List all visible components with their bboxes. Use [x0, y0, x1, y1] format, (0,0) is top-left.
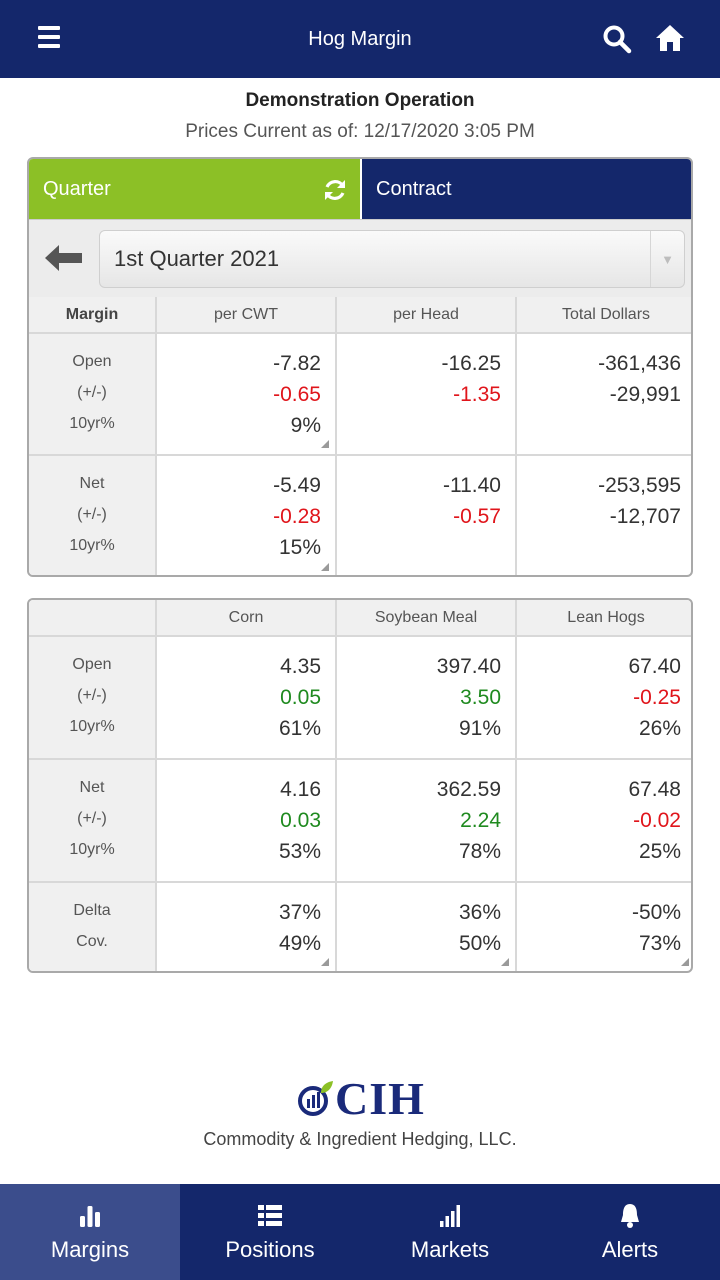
- bell-icon: [621, 1204, 639, 1228]
- chevron-down-icon: ▼: [650, 231, 684, 287]
- signal-bars-icon: [440, 1205, 460, 1227]
- nav-markets[interactable]: Markets: [360, 1184, 540, 1280]
- row-label: Net (+/-) 10yr%: [29, 455, 157, 575]
- row-label: Open (+/-) 10yr%: [29, 333, 157, 456]
- row-label: Open (+/-) 10yr%: [29, 636, 157, 760]
- open-per-head-cell: -16.25 -1.35: [336, 333, 517, 456]
- company-logo: CIH Commodity & Ingredient Hedging, LLC.: [0, 1072, 720, 1150]
- net-per-cwt-cell[interactable]: -5.49 -0.28 15%: [156, 455, 337, 575]
- net-total-dollars-cell: -253,595 -12,707: [598, 474, 681, 528]
- margin-table: Margin per CWT per Head Total Dollars Op…: [29, 297, 691, 575]
- nav-margins-label: Margins: [50, 1237, 130, 1262]
- logo-text: CIH: [335, 1073, 425, 1124]
- col-header-blank: [29, 600, 157, 637]
- table-row-delta: Delta Cov. 37% 49% 36% 50% -50% 73%: [29, 882, 691, 971]
- nav-markets-label: Markets: [410, 1237, 490, 1262]
- period-tabs: Quarter Contract: [29, 159, 691, 219]
- refresh-icon[interactable]: [322, 177, 348, 203]
- open-soybean-meal-cell: 397.40 3.50 91%: [336, 636, 517, 760]
- expand-corner-icon: [681, 958, 689, 966]
- nav-alerts-label: Alerts: [601, 1237, 659, 1262]
- nav-positions[interactable]: Positions: [180, 1184, 360, 1280]
- expand-corner-icon: [321, 563, 329, 571]
- nav-margins[interactable]: Margins: [0, 1184, 180, 1280]
- company-name: Commodity & Ingredient Hedging, LLC.: [203, 1129, 517, 1149]
- col-header-soybean-meal: Soybean Meal: [336, 600, 517, 637]
- delta-corn-cell[interactable]: 37% 49%: [156, 882, 337, 971]
- col-header-lean-hogs: Lean Hogs: [516, 600, 691, 637]
- table-row-net: Net (+/-) 10yr% -5.49 -0.28 15% -11.40 -0.57 …: [29, 455, 691, 575]
- row-label: Delta Cov.: [29, 882, 157, 971]
- tab-quarter-label: Quarter: [43, 177, 111, 200]
- col-header-margin: Margin: [29, 297, 157, 334]
- top-app-bar: Hog Margin: [0, 0, 720, 78]
- period-selector-row: 1st Quarter 2021 ▼: [29, 219, 691, 297]
- margin-card: Quarter Contract 1st Quarter 2021 ▼ Marg…: [27, 157, 693, 577]
- nav-alerts[interactable]: Alerts: [540, 1184, 720, 1280]
- commodity-card: Corn Soybean Meal Lean Hogs Open (+/-) 10y…: [27, 598, 693, 973]
- table-row-net: Net (+/-) 10yr% 4.16 0.03 53% 362.59 2.24 78% …: [29, 759, 691, 883]
- list-icon: [258, 1205, 282, 1226]
- expand-corner-icon: [321, 440, 329, 448]
- open-total-dollars-cell: -361,436 -29,991: [516, 333, 691, 456]
- page-title: Hog Margin: [308, 27, 412, 50]
- delta-soybean-meal-cell[interactable]: 36% 50%: [336, 882, 517, 971]
- quarter-select-value: 1st Quarter 2021: [114, 246, 280, 271]
- cih-leaf-icon: [298, 1080, 334, 1116]
- bottom-nav: Margins Positions Markets Alerts: [0, 1184, 720, 1280]
- menu-icon[interactable]: [38, 26, 66, 52]
- col-header-corn: Corn: [156, 600, 337, 637]
- open-corn-cell: 4.35 0.05 61%: [156, 636, 337, 760]
- nav-positions-label: Positions: [225, 1237, 315, 1262]
- arrow-left-icon[interactable]: [45, 244, 83, 272]
- tab-contract-label: Contract: [376, 177, 452, 200]
- expand-corner-icon: [501, 958, 509, 966]
- col-header-per-cwt: per CWT: [156, 297, 337, 334]
- open-per-cwt-cell[interactable]: -7.82 -0.65 9%: [156, 333, 337, 456]
- tab-quarter[interactable]: Quarter: [29, 159, 360, 219]
- table-row-open: Open (+/-) 10yr% 4.35 0.05 61% 397.40 3.50 91%…: [29, 636, 691, 760]
- open-lean-hogs-cell: 67.40 -0.25 26%: [516, 636, 691, 760]
- net-per-head-cell: -11.40 -0.57: [336, 455, 517, 575]
- home-icon[interactable]: [654, 22, 686, 54]
- expand-corner-icon: [321, 958, 329, 966]
- search-icon[interactable]: [602, 24, 632, 54]
- net-lean-hogs-cell: 67.48 -0.02 25%: [516, 759, 691, 883]
- net-corn-cell: 4.16 0.03 53%: [156, 759, 337, 883]
- col-header-per-head: per Head: [336, 297, 517, 334]
- table-row-open: Open (+/-) 10yr% -7.82 -0.65 9% -16.25 -1.35 …: [29, 333, 691, 456]
- net-soybean-meal-cell: 362.59 2.24 78%: [336, 759, 517, 883]
- delta-lean-hogs-cell[interactable]: -50% 73%: [516, 882, 691, 971]
- row-label: Net (+/-) 10yr%: [29, 759, 157, 883]
- tab-contract[interactable]: Contract: [360, 159, 691, 219]
- commodity-table: Corn Soybean Meal Lean Hogs Open (+/-) 10y…: [29, 600, 691, 971]
- bar-chart-icon: [80, 1206, 100, 1227]
- prices-timestamp: Prices Current as of: 12/17/2020 3:05 PM: [185, 121, 535, 142]
- operation-name: Demonstration Operation: [245, 90, 475, 111]
- col-header-total-dollars: Total Dollars: [516, 297, 691, 334]
- quarter-select[interactable]: 1st Quarter 2021 ▼: [99, 230, 685, 288]
